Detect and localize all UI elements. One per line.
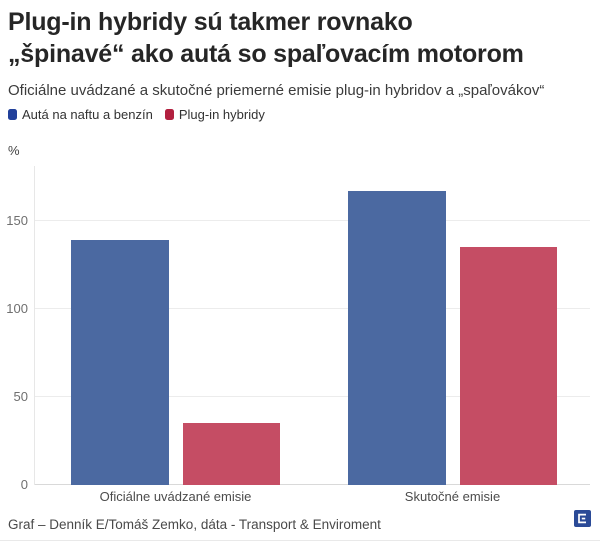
x-category-label-official: Oficiálne uvádzané emisie	[99, 489, 252, 504]
bar-official-combustion[interactable]	[71, 240, 169, 485]
chart-title-line2: „špinavé“ ako autá so spaľovacím motorom	[8, 40, 524, 68]
legend-swatch-combustion-icon	[8, 109, 17, 120]
gridline	[34, 307, 590, 309]
legend-label-plugin-hybrids: Plug-in hybridy	[178, 107, 265, 122]
y-tick-label: 0	[20, 477, 28, 492]
y-axis-unit-label: %	[8, 143, 20, 158]
legend-item-plugin-hybrids: Plug-in hybridy	[164, 107, 265, 122]
legend-label-combustion: Autá na naftu a benzín	[22, 107, 153, 122]
bar-group-official-emissions	[71, 166, 280, 485]
y-axis: 0 50 100 150	[0, 166, 28, 492]
chart-title: Plug-in hybridy sú takmer rovnako „špina…	[8, 6, 594, 70]
chart-title-line1: Plug-in hybridy sú takmer rovnako	[8, 8, 413, 36]
bar-group-real-emissions	[348, 166, 557, 485]
source-credit: Graf – Denník E/Tomáš Zemko, dáta - Tran…	[8, 517, 381, 532]
gridline	[34, 484, 590, 485]
legend-item-combustion-cars: Autá na naftu a benzín	[8, 107, 153, 122]
y-tick-label: 150	[6, 212, 28, 228]
bar-real-plugin-hybrid[interactable]	[459, 247, 557, 485]
gridline	[34, 219, 590, 221]
chart-subtitle: Oficiálne uvádzané a skutočné priemerné …	[8, 82, 545, 99]
x-category-label-real: Skutočné emisie	[404, 489, 501, 504]
bar-official-plugin-hybrid[interactable]	[182, 423, 280, 485]
gridline	[34, 395, 590, 397]
dennik-e-logo-icon[interactable]	[574, 510, 591, 527]
legend: Autá na naftu a benzín Plug-in hybridy	[8, 107, 265, 122]
y-tick-label: 100	[6, 300, 28, 316]
plot-area	[34, 166, 590, 485]
bar-real-combustion[interactable]	[348, 190, 446, 485]
y-axis-line	[34, 166, 35, 485]
legend-swatch-plugin-hybrids-icon	[164, 109, 174, 120]
y-tick-label: 50	[13, 388, 28, 404]
